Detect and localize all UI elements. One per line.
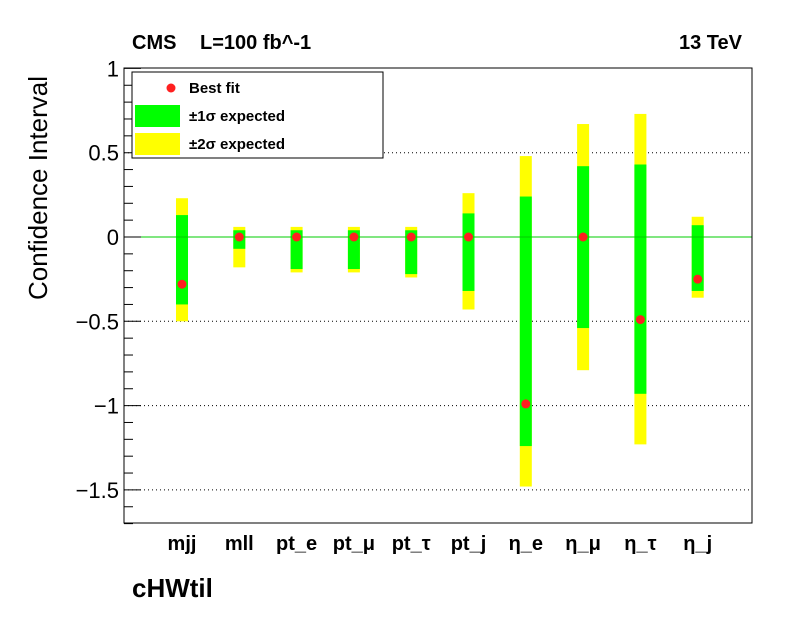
interval-bars (176, 113, 704, 487)
grid-lines (124, 152, 752, 491)
legend-swatch-one-sigma (135, 105, 180, 127)
one-sigma-band (577, 166, 590, 329)
x-axis-label: cHWtil (132, 573, 213, 603)
one-sigma-band (519, 196, 532, 447)
energy-label: 13 TeV (679, 32, 743, 54)
y-tick-label: −0.5 (76, 309, 119, 334)
category-label: mll (225, 533, 254, 555)
category-label: pt_μ (333, 533, 375, 555)
one-sigma-band (691, 225, 704, 291)
y-tick-label: 0.5 (88, 141, 119, 166)
category-label: pt_e (276, 533, 317, 555)
category-label: η_μ (565, 533, 601, 555)
y-axis-label: Confidence Interval (23, 76, 53, 300)
best-fit-marker (693, 274, 703, 284)
best-fit-points (177, 232, 703, 409)
experiment-label: CMS (132, 32, 176, 54)
y-axis-ticks: 1 0.5 0 −0.5 −1 −1.5 (76, 56, 141, 525)
one-sigma-band (462, 213, 475, 291)
best-fit-marker (234, 232, 244, 242)
category-label: η_τ (624, 533, 656, 555)
one-sigma-band (405, 230, 418, 275)
best-fit-marker (177, 279, 187, 289)
best-fit-marker (349, 232, 359, 242)
legend-marker-best-fit (166, 83, 176, 93)
x-category-labels: mjj mll pt_e pt_μ pt_τ pt_j η_e η_μ η_τ η_j (168, 533, 713, 555)
category-label: η_e (509, 533, 543, 555)
best-fit-marker (521, 399, 531, 409)
luminosity-label: L=100 fb^-1 (200, 32, 311, 54)
legend-label: Best fit (189, 80, 240, 97)
y-tick-label: 1 (107, 56, 119, 81)
one-sigma-band (634, 164, 647, 394)
category-label: pt_j (451, 533, 487, 555)
category-label: η_j (683, 533, 712, 555)
best-fit-marker (464, 232, 473, 242)
y-tick-label: −1 (94, 394, 119, 419)
legend-label: ±1σ expected (189, 108, 285, 125)
best-fit-marker (406, 232, 416, 242)
best-fit-marker (635, 315, 645, 325)
y-tick-label: −1.5 (76, 478, 119, 503)
category-label: pt_τ (392, 533, 431, 555)
category-label: mjj (168, 533, 197, 555)
best-fit-marker (578, 232, 588, 242)
legend: Best fit ±1σ expected ±2σ expected (131, 71, 384, 159)
best-fit-marker (292, 232, 302, 242)
legend-swatch-two-sigma (135, 133, 180, 155)
legend-label: ±2σ expected (189, 136, 285, 153)
plot-frame (123, 67, 753, 524)
y-tick-label: 0 (107, 225, 119, 250)
one-sigma-band (176, 215, 188, 305)
